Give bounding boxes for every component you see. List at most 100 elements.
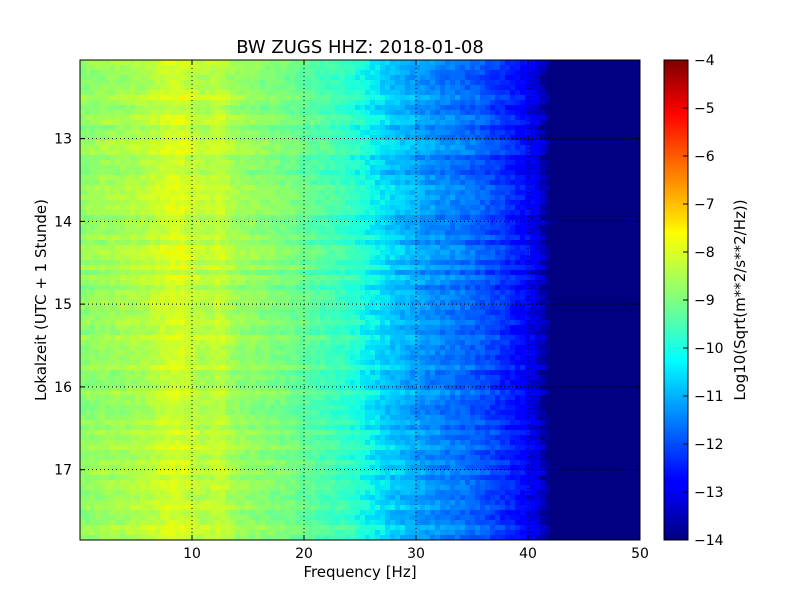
heatmap-cell [260, 100, 266, 106]
heatmap-cell [320, 240, 326, 246]
heatmap-cell [380, 185, 386, 191]
heatmap-cell [210, 150, 216, 156]
heatmap-cell [430, 65, 436, 71]
heatmap-cell [285, 125, 291, 131]
heatmap-cell [420, 220, 426, 226]
heatmap-cell [380, 220, 386, 226]
heatmap-cell [400, 100, 406, 106]
heatmap-cell [365, 105, 371, 111]
heatmap-cell [480, 175, 486, 181]
heatmap-cell [330, 225, 336, 231]
heatmap-cell [600, 155, 606, 161]
heatmap-cell [425, 105, 431, 111]
heatmap-cell [440, 60, 446, 66]
heatmap-cell [350, 280, 356, 286]
heatmap-cell [200, 265, 206, 271]
heatmap-cell [125, 60, 131, 66]
heatmap-cell [210, 255, 216, 261]
heatmap-cell [85, 265, 91, 271]
heatmap-cell [515, 95, 521, 101]
heatmap-cell [510, 180, 516, 186]
heatmap-cell [335, 220, 341, 226]
heatmap-cell [465, 265, 471, 271]
heatmap-cell [530, 140, 536, 146]
heatmap-cell [440, 205, 446, 211]
heatmap-cell [500, 235, 506, 241]
heatmap-cell [260, 120, 266, 126]
heatmap-cell [315, 60, 321, 66]
heatmap-cell [575, 250, 581, 256]
heatmap-cell [525, 85, 531, 91]
heatmap-cell [620, 195, 626, 201]
heatmap-cell [535, 100, 541, 106]
heatmap-cell [100, 140, 106, 146]
heatmap-cell [130, 275, 136, 281]
heatmap-cell [310, 95, 316, 101]
heatmap-cell [605, 100, 611, 106]
heatmap-cell [375, 245, 381, 251]
heatmap-cell [120, 105, 126, 111]
heatmap-cell [585, 60, 591, 66]
heatmap-cell [185, 225, 191, 231]
heatmap-cell [250, 160, 256, 166]
heatmap-cell [260, 175, 266, 181]
heatmap-cell [215, 165, 221, 171]
heatmap-cell [560, 175, 566, 181]
heatmap-cell [610, 180, 616, 186]
heatmap-cell [180, 150, 186, 156]
heatmap-cell [455, 165, 461, 171]
heatmap-cell [605, 130, 611, 136]
heatmap-cell [620, 80, 626, 86]
heatmap-cell [380, 110, 386, 116]
heatmap-cell [190, 260, 196, 266]
heatmap-cell [515, 135, 521, 141]
heatmap-cell [215, 205, 221, 211]
heatmap-cell [570, 220, 576, 226]
heatmap-cell [365, 175, 371, 181]
heatmap-cell [250, 265, 256, 271]
heatmap-cell [425, 115, 431, 121]
heatmap-cell [545, 70, 551, 76]
heatmap-cell [565, 245, 571, 251]
heatmap-cell [430, 170, 436, 176]
heatmap-cell [365, 230, 371, 236]
heatmap-cell [165, 90, 171, 96]
heatmap-cell [410, 160, 416, 166]
heatmap-cell [485, 240, 491, 246]
heatmap-cell [285, 115, 291, 121]
heatmap-cell [440, 215, 446, 221]
heatmap-cell [175, 140, 181, 146]
heatmap-cell [425, 210, 431, 216]
heatmap-cell [520, 120, 526, 126]
heatmap-cell [270, 245, 276, 251]
heatmap-cell [265, 60, 271, 66]
heatmap-cell [225, 70, 231, 76]
heatmap-cell [225, 65, 231, 71]
heatmap-cell [230, 265, 236, 271]
heatmap-cell [295, 175, 301, 181]
heatmap-cell [515, 165, 521, 171]
heatmap-cell [580, 250, 586, 256]
heatmap-cell [145, 85, 151, 91]
heatmap-cell [490, 220, 496, 226]
heatmap-cell [105, 200, 111, 206]
heatmap-cell [345, 155, 351, 161]
heatmap-cell [610, 220, 616, 226]
heatmap-cell [505, 205, 511, 211]
heatmap-cell [580, 255, 586, 261]
heatmap-cell [410, 185, 416, 191]
heatmap-cell [315, 280, 321, 286]
heatmap-cell [420, 195, 426, 201]
heatmap-cell [330, 280, 336, 286]
heatmap-cell [225, 125, 231, 131]
heatmap-cell [575, 60, 581, 66]
heatmap-cell [605, 215, 611, 221]
heatmap-cell [535, 180, 541, 186]
heatmap-cell [495, 125, 501, 131]
heatmap-cell [530, 150, 536, 156]
heatmap-cell [255, 115, 261, 121]
heatmap-cell [105, 170, 111, 176]
heatmap-cell [525, 105, 531, 111]
heatmap-cell [305, 185, 311, 191]
